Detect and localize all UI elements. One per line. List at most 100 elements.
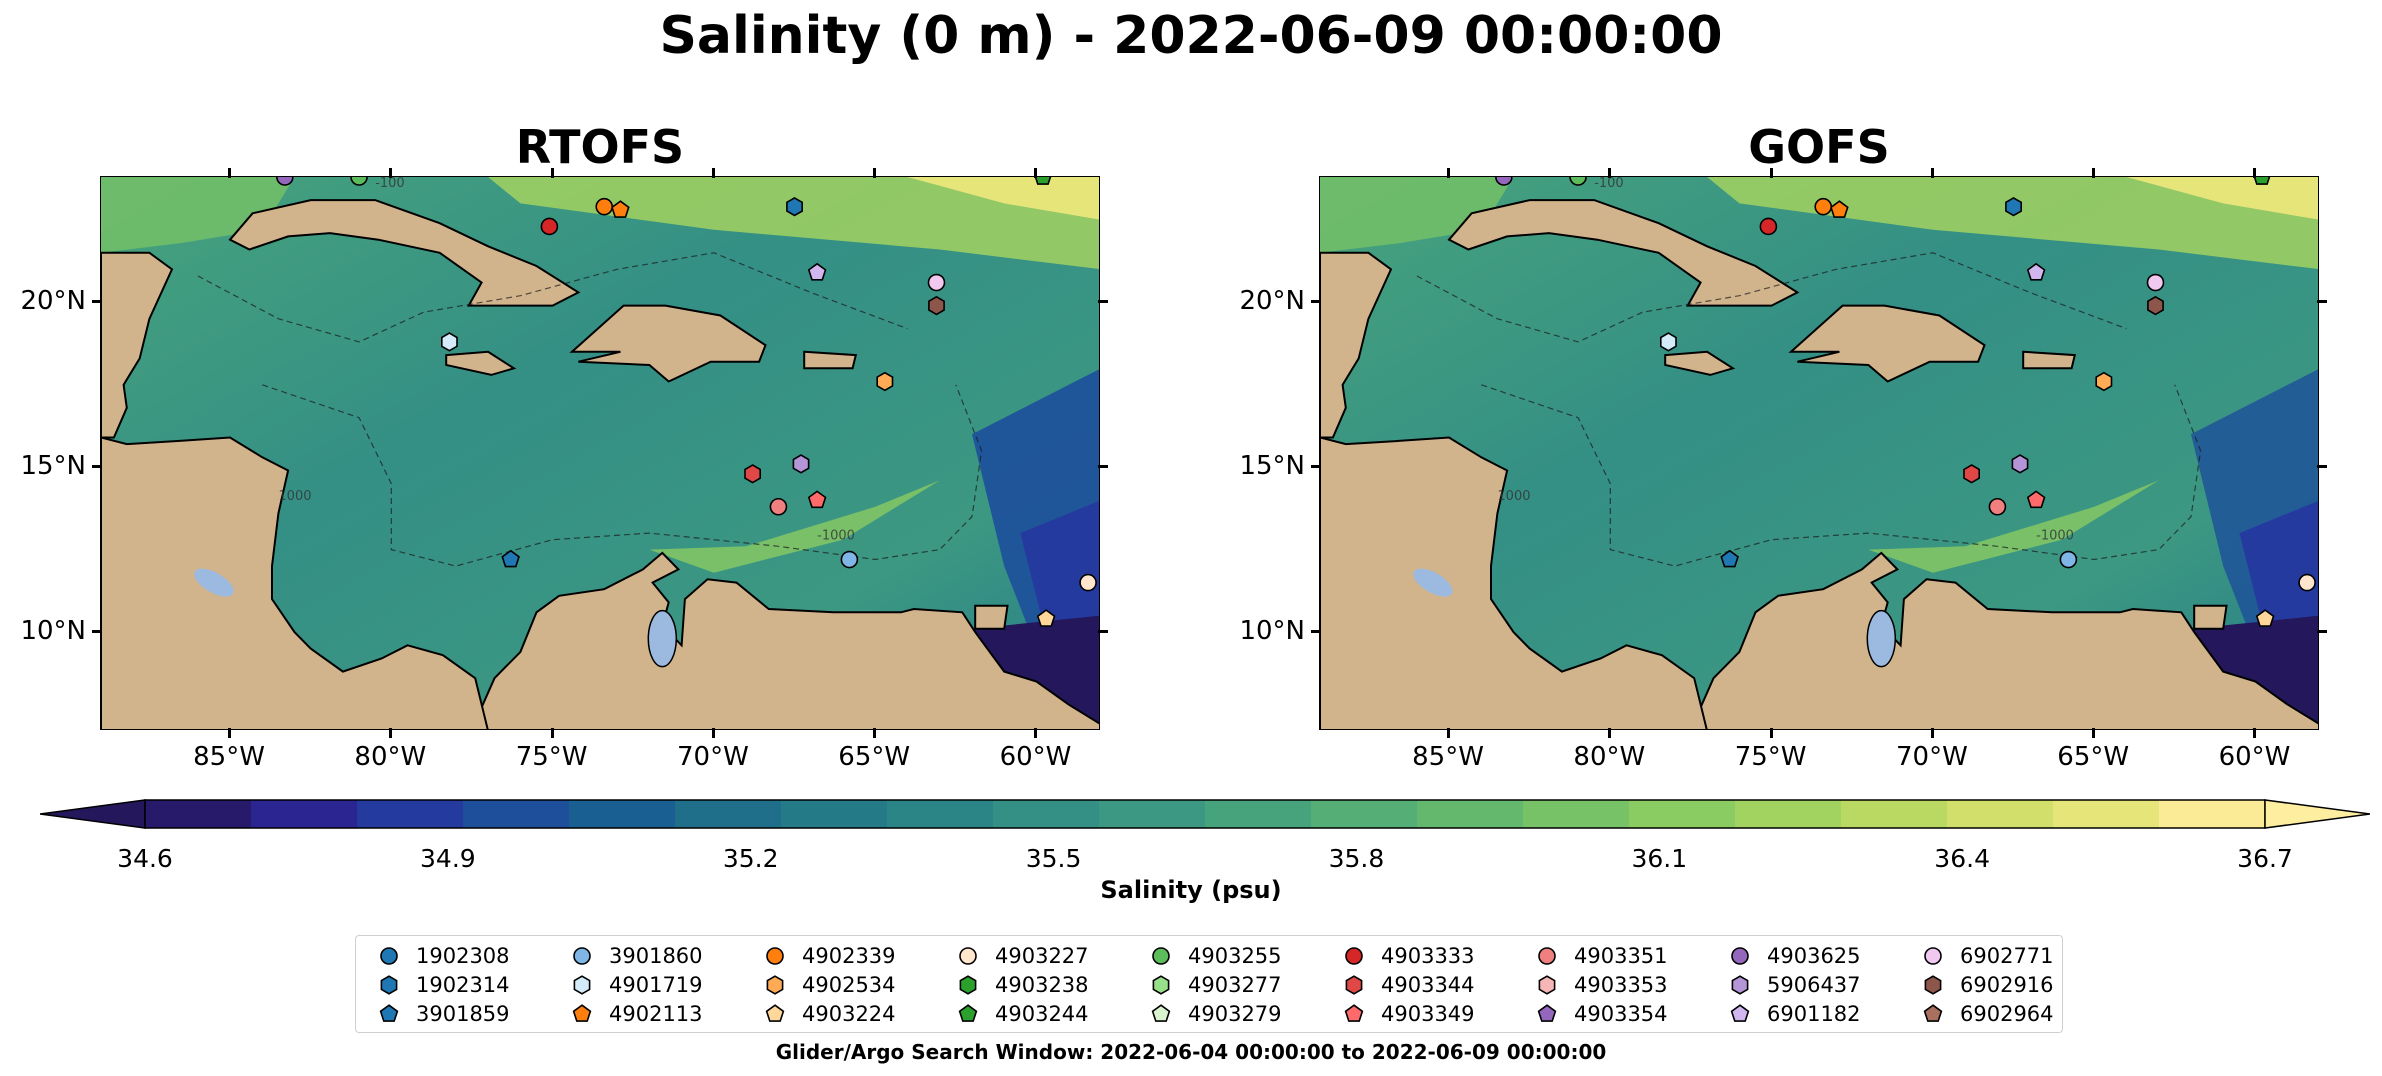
legend-label: 3901859 — [416, 1002, 510, 1026]
legend-marker-pentagon — [572, 1004, 592, 1022]
float-marker-4903351 — [1988, 497, 2007, 516]
legend-item: 1902314 — [378, 973, 510, 997]
float-marker-4903224 — [1036, 609, 1056, 627]
float-marker-4902339 — [766, 947, 784, 965]
lat-tick-mark — [92, 465, 102, 469]
float-marker-4903244 — [2253, 177, 2271, 185]
float-marker-4903344 — [1963, 464, 1981, 484]
float-marker-6901182 — [1730, 1004, 1750, 1022]
float-marker-4902534 — [876, 371, 894, 392]
lon-tick-mark — [711, 728, 715, 738]
legend-label: 6902916 — [1960, 973, 2054, 997]
legend-marker-circle — [380, 947, 398, 965]
landmass-cuba — [228, 199, 581, 307]
colorbar-segment — [887, 800, 994, 828]
contour-label: 1000 — [1497, 489, 1530, 504]
legend-item: 4903349 — [1343, 1002, 1475, 1026]
legend-marker-circle — [959, 947, 977, 965]
float-marker-4903354 — [1537, 1004, 1557, 1022]
landmass-trinidad — [2193, 604, 2228, 630]
high-salinity-region — [1320, 177, 1514, 253]
float-marker-4903349 — [807, 490, 827, 509]
legend-item: 6901182 — [1729, 1002, 1861, 1026]
float-legend: 1902308 1902314 3901859 3901860 4901719 49021… — [355, 935, 2063, 1033]
lat-tick-mark — [2317, 300, 2327, 304]
map-panel-rtofs[interactable]: 1000 -1000 -100 — [100, 176, 1100, 730]
landmass-hispaniola — [1788, 304, 1986, 383]
float-marker-1902314 — [786, 196, 804, 217]
legend-label: 4903279 — [1188, 1002, 1282, 1026]
lon-tick-mark — [711, 168, 715, 178]
legend-label: 4903353 — [1574, 973, 1668, 997]
float-marker-6902916 — [2147, 295, 2164, 316]
contour-label: -100 — [375, 177, 405, 191]
colorbar-tick-label: 35.5 — [1025, 844, 1082, 873]
legend-marker-pentagon — [765, 1004, 785, 1022]
landmass-jamaica — [445, 350, 517, 376]
float-marker-4903238 — [959, 975, 977, 995]
legend-marker-hexagon — [380, 975, 398, 995]
legend-label: 5906437 — [1767, 973, 1861, 997]
colorbar-segment — [993, 800, 1100, 828]
high-salinity-region — [101, 177, 295, 253]
float-marker-6902771 — [927, 273, 946, 292]
colorbar-segment — [463, 800, 570, 828]
colorbar-segment — [1841, 800, 1948, 828]
float-marker-4902339 — [1814, 197, 1833, 216]
float-marker-4903351 — [1538, 947, 1556, 965]
panel-title-gofs: GOFS — [1748, 120, 1890, 174]
legend-item: 4903277 — [1150, 973, 1282, 997]
lat-tick-mark — [1098, 465, 1108, 469]
float-marker-3901859 — [501, 549, 520, 568]
legend-marker-circle — [1152, 947, 1170, 965]
float-marker-6902916 — [1924, 975, 1942, 995]
legend-marker-pentagon — [1537, 1004, 1557, 1022]
lat-tick-mark — [1311, 630, 1321, 634]
legend-label: 1902314 — [416, 973, 510, 997]
map-panel-gofs[interactable]: 1000 -1000 -100 — [1319, 176, 2319, 730]
legend-item: 4903333 — [1343, 944, 1475, 968]
float-marker-4902534 — [2095, 371, 2113, 392]
lon-tick-label: 85°W — [1412, 742, 1484, 772]
lon-tick-mark — [1608, 168, 1612, 178]
float-marker-6902916 — [928, 295, 945, 316]
legend-item: 3901860 — [571, 944, 703, 968]
landmass-hispaniola — [569, 304, 767, 383]
landmass-jamaica — [1664, 350, 1736, 376]
legend-marker-hexagon — [959, 975, 977, 995]
contour-label: 1000 — [278, 489, 311, 504]
float-marker-1902314 — [380, 975, 398, 995]
isobath-contour — [262, 384, 983, 567]
legend-label: 1902308 — [416, 944, 510, 968]
colorbar-tick-label: 36.4 — [1934, 844, 1990, 873]
legend-label: 6902964 — [1960, 1002, 2054, 1026]
lon-tick-label: 75°W — [1734, 742, 1807, 772]
lon-tick-mark — [228, 168, 232, 178]
legend-marker-pentagon — [379, 1004, 399, 1022]
colorbar-tick-label: 35.2 — [722, 844, 779, 873]
float-marker-4903625 — [276, 177, 294, 186]
legend-item: 6902964 — [1922, 1002, 2054, 1026]
colorbar-tick-label: 34.9 — [420, 844, 476, 873]
legend-marker-hexagon — [1538, 975, 1556, 995]
high-salinity-region — [2126, 177, 2318, 220]
high-salinity-region — [907, 177, 1099, 220]
lon-tick-mark — [389, 168, 393, 178]
legend-item: 4903625 — [1729, 944, 1861, 968]
legend-marker-hexagon — [1345, 975, 1363, 995]
lat-tick-mark — [1311, 300, 1321, 304]
legend-label: 4901719 — [609, 973, 703, 997]
float-marker-4903344 — [744, 464, 762, 484]
float-marker-1902308 — [380, 947, 398, 965]
float-marker-4903333 — [540, 217, 559, 236]
high-salinity-region — [488, 177, 1099, 270]
colorbar-segment — [1099, 800, 1206, 828]
legend-item: 4901719 — [571, 973, 703, 997]
legend-label: 3901860 — [609, 944, 703, 968]
legend-label: 4903351 — [1574, 944, 1668, 968]
colorbar-segment — [357, 800, 464, 828]
lake-nicaragua — [194, 568, 234, 597]
legend-marker-circle — [1731, 947, 1749, 965]
float-marker-4903625 — [1495, 177, 1513, 186]
float-marker-6901182 — [807, 262, 827, 281]
